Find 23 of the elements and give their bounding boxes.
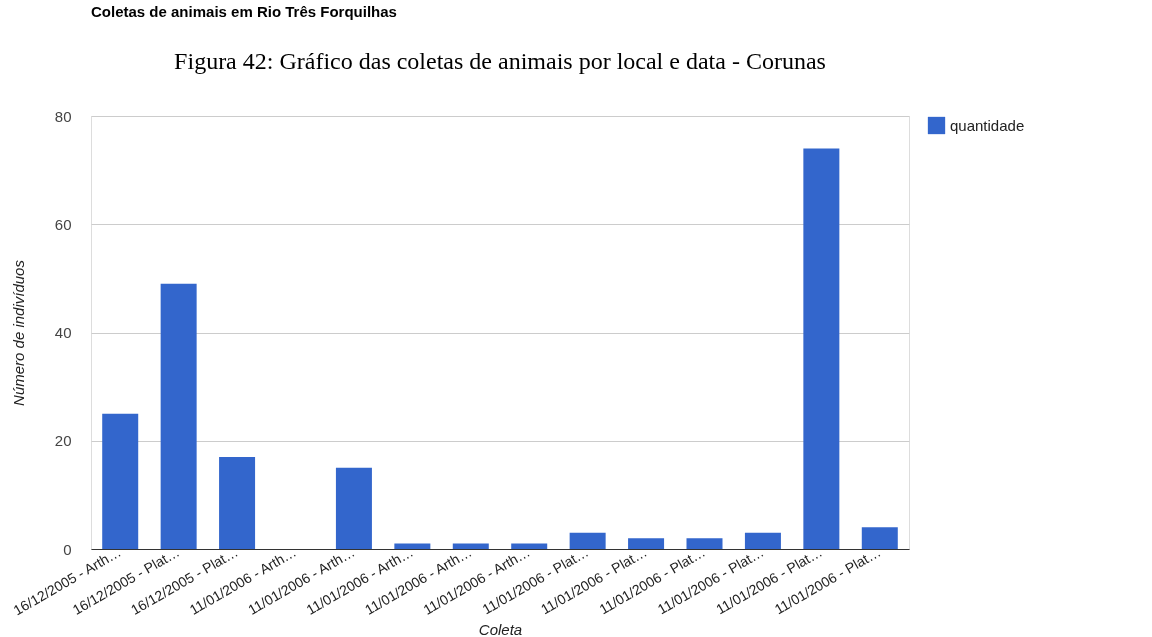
bar bbox=[511, 543, 548, 549]
x-axis-title: Coleta bbox=[478, 620, 523, 637]
bar bbox=[219, 456, 256, 549]
bar bbox=[628, 538, 665, 549]
bar bbox=[102, 413, 139, 549]
bar bbox=[569, 532, 606, 549]
y-tick-label: 60 bbox=[54, 215, 72, 233]
bar bbox=[452, 543, 489, 549]
bar bbox=[686, 538, 723, 549]
y-tick-label: 20 bbox=[54, 432, 72, 450]
bar bbox=[861, 527, 898, 549]
chart-title: Coletas de animais em Rio Três Forquilhas bbox=[91, 3, 397, 20]
bar bbox=[394, 543, 431, 549]
bar bbox=[803, 148, 840, 549]
bar bbox=[335, 467, 372, 549]
bar bbox=[160, 283, 197, 549]
legend-label: quantidade bbox=[950, 116, 1025, 134]
text: Figura 42: Gráfico das coletas de animais por local e data - Corunas bbox=[174, 48, 826, 74]
bar bbox=[744, 532, 781, 549]
y-axis-title: Número de indivíduos bbox=[9, 259, 27, 406]
y-tick-label: 40 bbox=[54, 324, 72, 341]
y-tick-label: 0 bbox=[63, 540, 72, 558]
y-tick-label: 80 bbox=[54, 107, 72, 125]
